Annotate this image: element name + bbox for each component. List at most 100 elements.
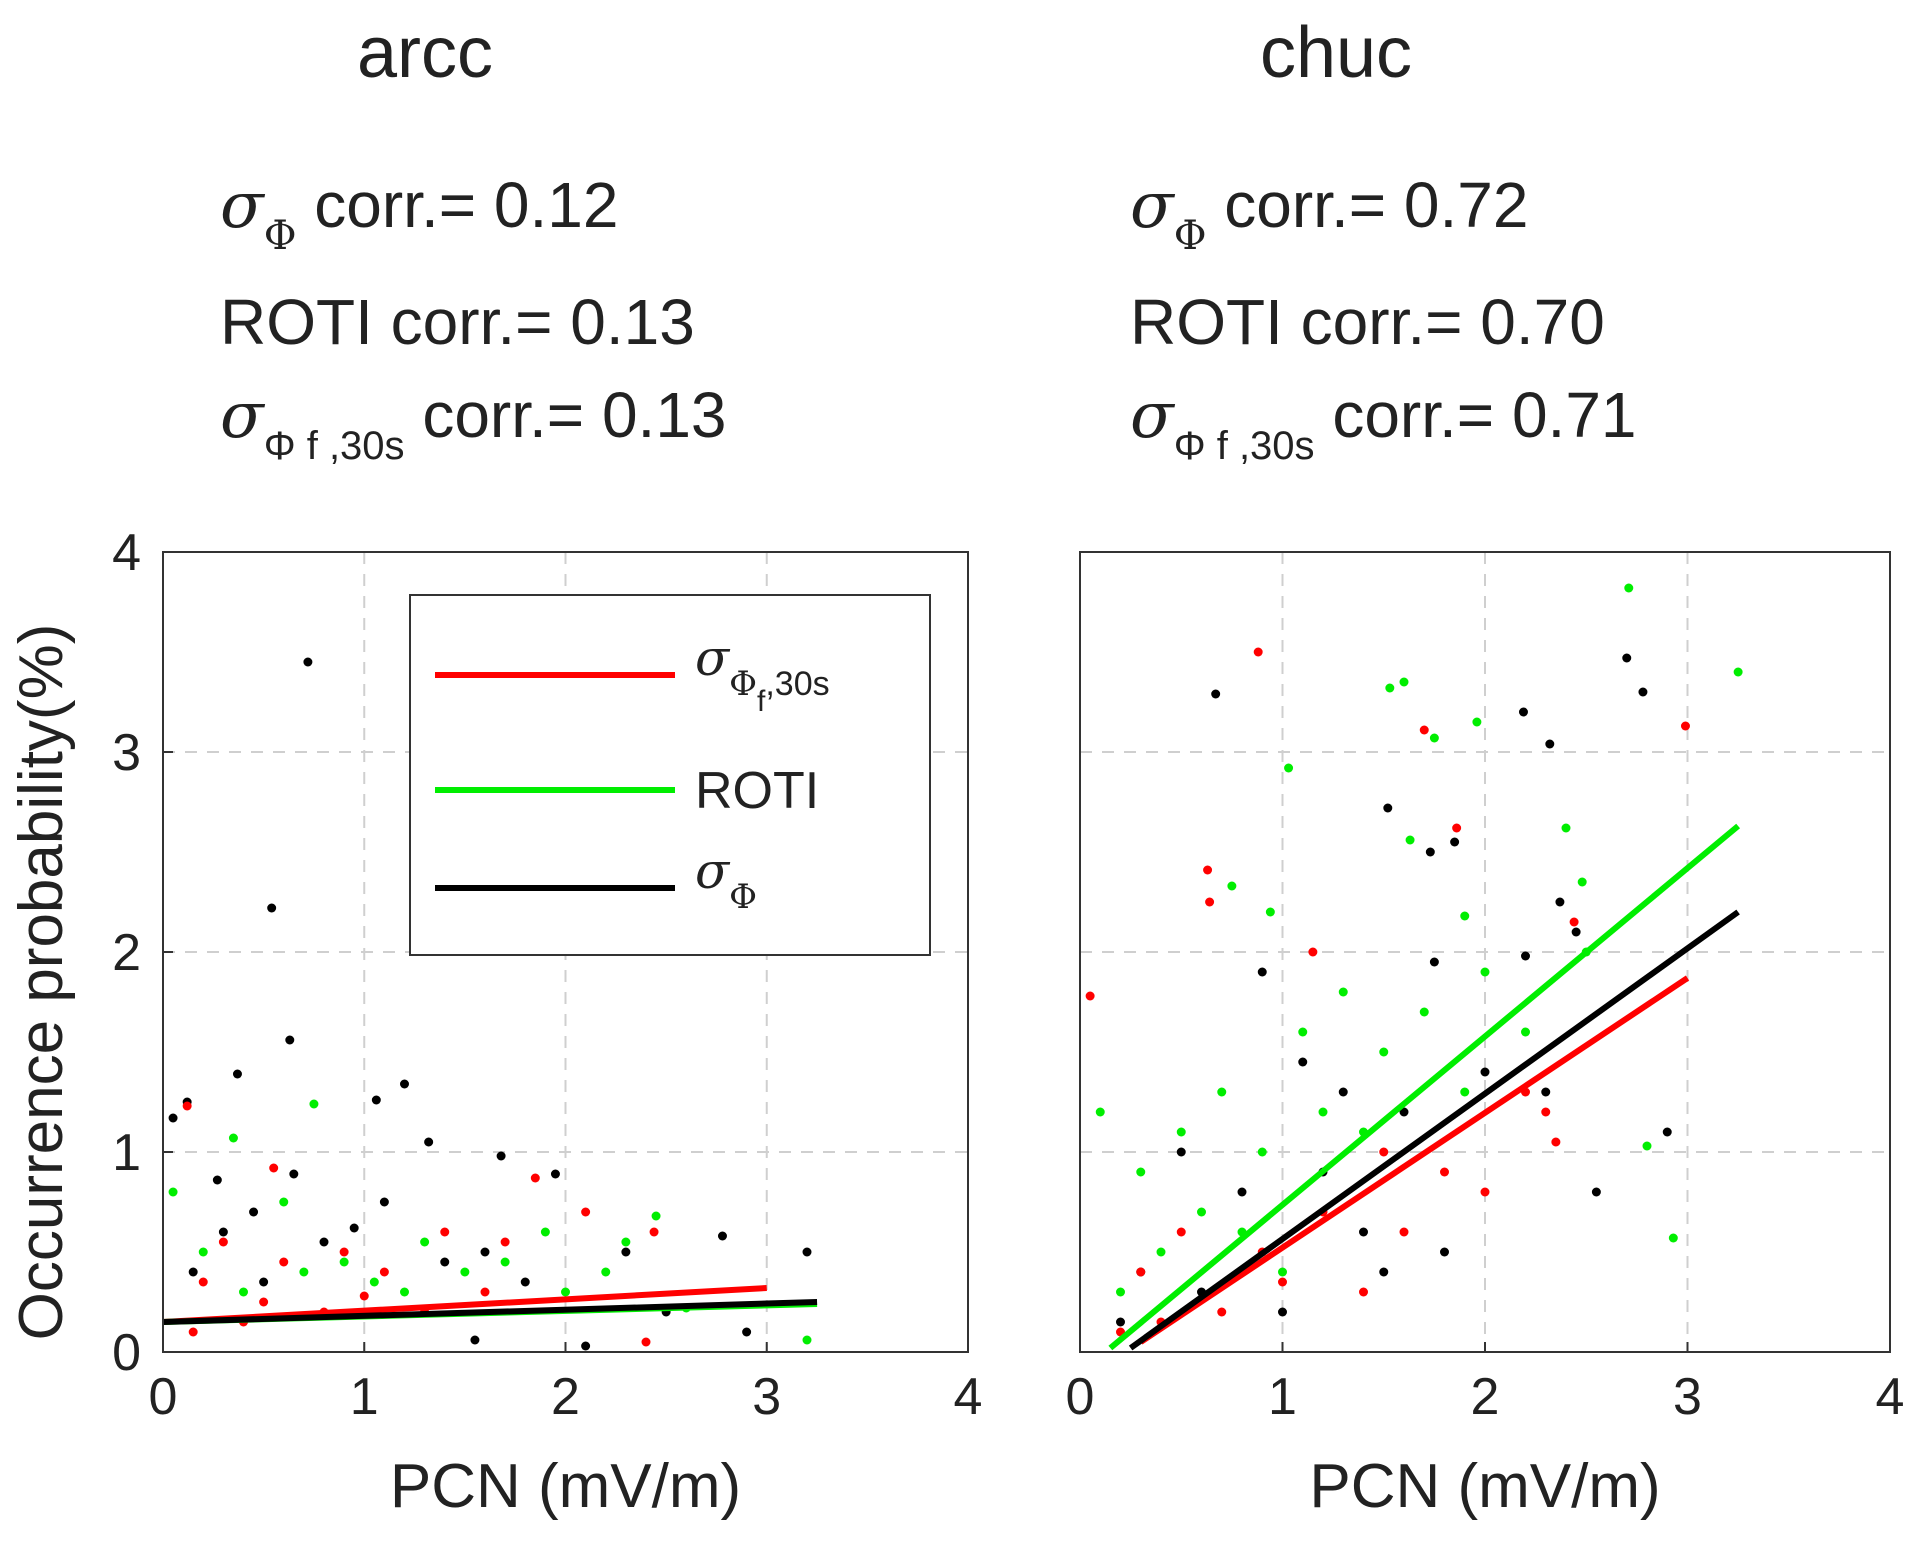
scatter-point-sigma-phi-f30s (339, 1247, 349, 1257)
scatter-point-sigma-phi (1555, 897, 1565, 907)
scatter-point-sigma-phi (1116, 1317, 1125, 1327)
scatter-point-sigma-phi (742, 1327, 752, 1337)
scatter-point-sigma-phi-f30s (1203, 865, 1213, 875)
fit-line-sigma-phi (1128, 909, 1740, 1351)
scatter-point-sigma-phi (1571, 927, 1581, 937)
scatter-point-sigma-phi (1622, 653, 1632, 663)
scatter-point-roti (1405, 835, 1415, 845)
scatter-point-sigma-phi (1399, 1107, 1409, 1117)
sigma-symbol: σ (220, 169, 264, 243)
x-tick-label: 4 (954, 1368, 983, 1426)
scatter-point-roti (1577, 877, 1587, 887)
scatter-point-roti (1733, 667, 1743, 677)
stat-label: corr.= (1332, 379, 1495, 451)
legend-label-roti: ROTI (695, 762, 819, 820)
scatter-point-roti (1460, 911, 1470, 921)
scatter-point-sigma-phi (379, 1197, 389, 1207)
scatter-point-roti (1668, 1233, 1678, 1243)
scatter-point-sigma-phi (581, 1341, 591, 1351)
chart-ylabel: Occurrence probability(%) (7, 624, 76, 1341)
x-tick-label: 4 (1876, 1368, 1905, 1426)
scatter-point-sigma-phi (424, 1137, 434, 1147)
scatter-point-roti (1278, 1267, 1287, 1277)
scatter-point-sigma-phi-f30s (1359, 1287, 1368, 1297)
scatter-point-sigma-phi (1338, 1087, 1348, 1097)
scatter-point-roti (1521, 1027, 1530, 1037)
scatter-point-sigma-phi-f30s (1680, 721, 1690, 731)
stat-label: ROTI corr.= (1130, 286, 1463, 358)
x-tick-label: 3 (752, 1368, 781, 1426)
legend-label-sigma-phi-f30s: σΦf,30s (695, 629, 830, 718)
scatter-point-roti (1265, 907, 1275, 917)
stat-label: corr.= (1224, 169, 1387, 241)
scatter-point-sigma-phi (259, 1277, 269, 1287)
stat-label: ROTI corr.= (220, 286, 553, 358)
scatter-point-sigma-phi (1257, 967, 1267, 977)
scatter-point-sigma-phi-f30s (259, 1297, 269, 1307)
scatter-point-roti (1460, 1087, 1470, 1097)
scatter-point-roti (1642, 1141, 1652, 1151)
scatter-point-sigma-phi-f30s (530, 1173, 540, 1183)
panel-title-right: chuc (1259, 13, 1413, 93)
scatter-point-sigma-phi (1425, 847, 1435, 857)
scatter-point-sigma-phi (168, 1113, 178, 1123)
scatter-point-sigma-phi-f30s (188, 1327, 198, 1337)
scatter-point-sigma-phi (1429, 957, 1439, 967)
scatter-point-roti (1095, 1107, 1105, 1117)
scatter-point-sigma-phi-f30s (379, 1267, 389, 1277)
scatter-point-sigma-phi (1440, 1247, 1449, 1257)
scatter-point-roti (1227, 881, 1237, 891)
scatter-point-roti (1156, 1247, 1166, 1257)
stat-value: 0.13 (601, 379, 727, 451)
scatter-point-sigma-phi (470, 1335, 480, 1345)
scatter-point-sigma-phi-f30s (269, 1163, 279, 1173)
stat-roti-chuc: ROTI corr.= 0.70 (1130, 285, 1605, 359)
scatter-point-sigma-phi-f30s (500, 1237, 510, 1247)
scatter-point-sigma-phi-f30s (649, 1227, 659, 1237)
scatter-point-sigma-phi-f30s (1278, 1277, 1287, 1287)
scatter-point-roti (1379, 1047, 1389, 1057)
scatter-point-sigma-phi (1521, 951, 1530, 961)
stat-label: corr.= (314, 169, 477, 241)
stat-label: corr.= (422, 379, 585, 451)
scatter-point-sigma-phi-f30s (1379, 1147, 1389, 1157)
scatter-point-roti (802, 1335, 812, 1345)
scatter-point-roti (1176, 1127, 1186, 1137)
panel-title-left: arcc (356, 13, 494, 93)
scatter-point-roti (540, 1227, 550, 1237)
scatter-point-sigma-phi (249, 1207, 259, 1217)
stat-value: 0.13 (570, 286, 695, 358)
scatter-point-roti (1419, 1007, 1429, 1017)
scatter-point-roti (1399, 677, 1409, 687)
scatter-point-sigma-phi-f30s (581, 1207, 591, 1217)
scatter-point-sigma-phi (319, 1237, 329, 1247)
scatter-point-sigma-phi (289, 1169, 299, 1179)
x-tick-label: 1 (1268, 1368, 1297, 1426)
stat-roti-arcc: ROTI corr.= 0.13 (220, 285, 695, 359)
scatter-point-sigma-phi-f30s (1176, 1227, 1186, 1237)
sigma-symbol: σ (220, 379, 264, 453)
stat-subscript: Φ (263, 213, 297, 259)
sigma-symbol: σ (1130, 169, 1174, 243)
y-tick-label: 0 (112, 1324, 141, 1382)
scatter-point-sigma-phi (496, 1151, 506, 1161)
scatter-point-roti (299, 1267, 309, 1277)
scatter-point-sigma-phi-f30s (218, 1237, 228, 1247)
scatter-point-roti (1116, 1287, 1125, 1297)
y-tick-label: 1 (112, 1124, 141, 1182)
scatter-point-sigma-phi-f30s (1419, 725, 1429, 735)
scatter-point-roti (1480, 967, 1490, 977)
scatter-point-sigma-phi (285, 1035, 295, 1045)
stat-value: 0.72 (1403, 169, 1529, 241)
scatter-point-sigma-phi-f30s (1136, 1267, 1146, 1277)
scatter-point-sigma-phi (1518, 707, 1528, 717)
scatter-point-sigma-phi-f30s (182, 1101, 192, 1111)
stat-value: 0.70 (1480, 286, 1605, 358)
x-tick-label: 3 (1673, 1368, 1702, 1426)
scatter-point-sigma-phi (1298, 1057, 1308, 1067)
y-tick-label: 2 (112, 924, 141, 982)
x-tick-label: 0 (1066, 1368, 1095, 1426)
scatter-point-roti (1197, 1207, 1206, 1217)
legend: σΦf,30s ROTI σΦ (409, 594, 931, 956)
